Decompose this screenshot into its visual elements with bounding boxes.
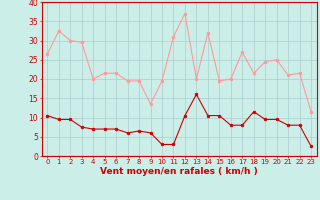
X-axis label: Vent moyen/en rafales ( km/h ): Vent moyen/en rafales ( km/h ) (100, 167, 258, 176)
